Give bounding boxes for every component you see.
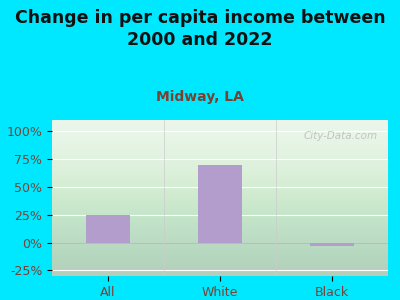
Bar (198, 165, 242, 243)
Bar (86, 215, 130, 243)
Text: Midway, LA: Midway, LA (156, 90, 244, 104)
Bar (310, 243, 354, 246)
Text: Change in per capita income between
2000 and 2022: Change in per capita income between 2000… (15, 9, 385, 49)
Text: City-Data.com: City-Data.com (304, 131, 378, 141)
